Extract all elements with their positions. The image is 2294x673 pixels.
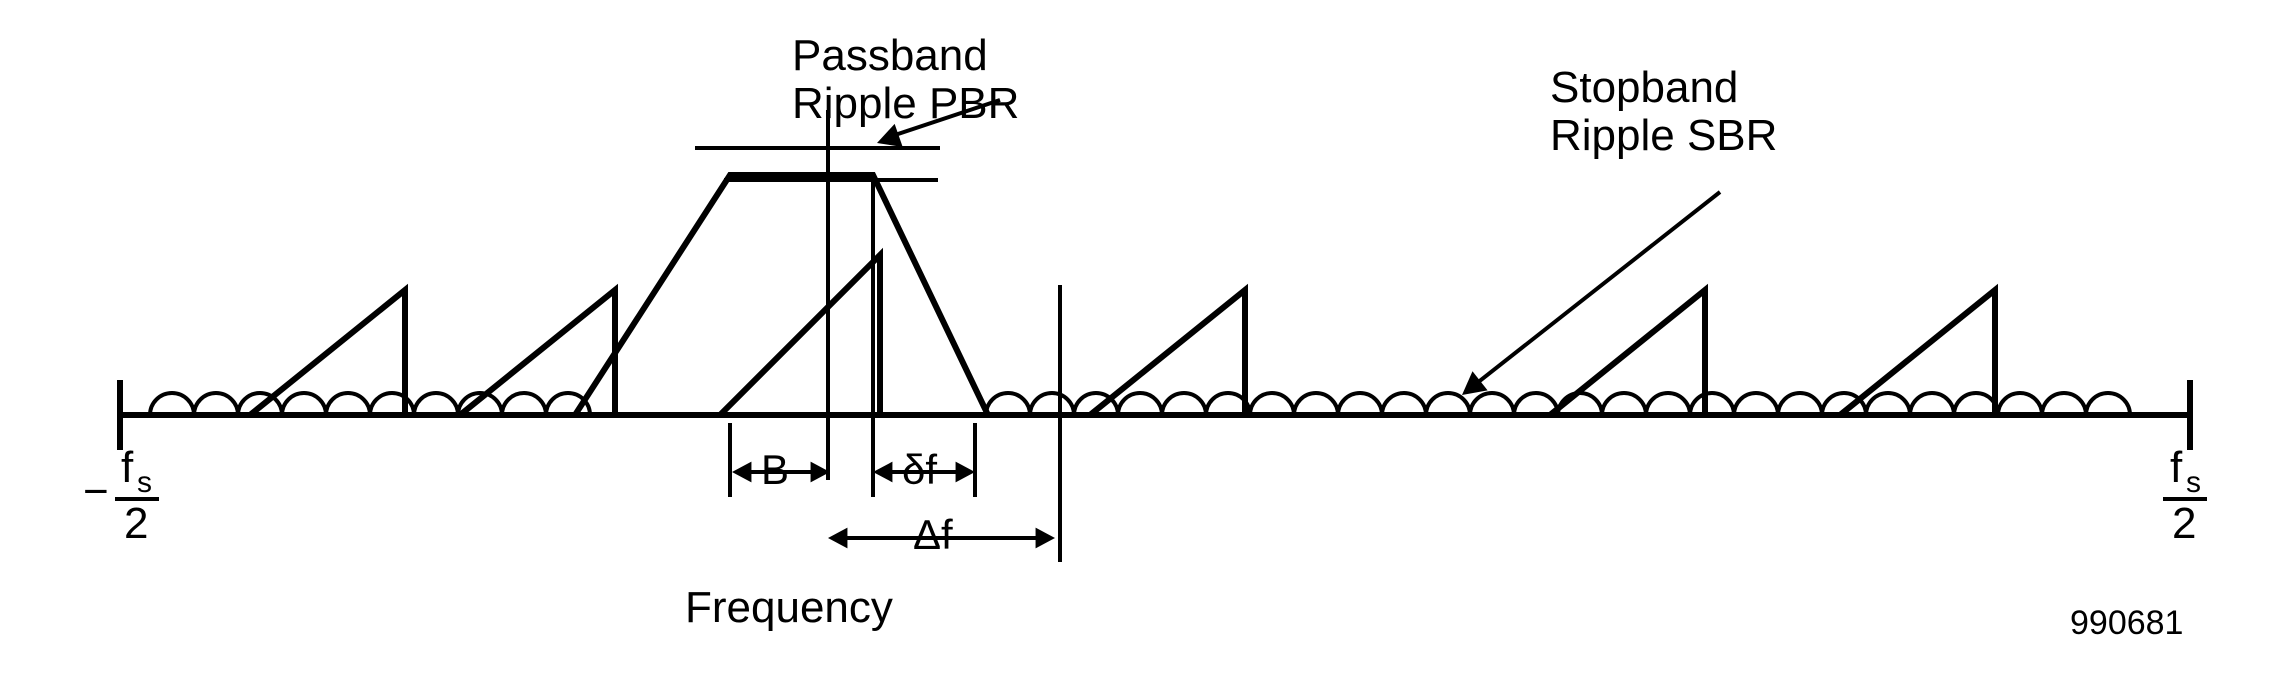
axis-left-denom: 2 [124, 500, 148, 548]
figure-svg [0, 0, 2294, 673]
axis-right-s: s [2186, 466, 2201, 499]
axis-left-s: s [137, 466, 152, 499]
axis-right-f: f [2170, 444, 2182, 492]
dim-label-B: B [761, 447, 789, 493]
dim-label-Deltaf: Δf [913, 512, 953, 558]
stopband-callout-label: Stopband Ripple SBR [1550, 64, 1777, 161]
dim-label-deltaf: δf [902, 447, 937, 493]
passband-callout-label: Passband Ripple PBR [792, 32, 1019, 129]
axis-title-frequency: Frequency [685, 584, 893, 632]
axis-left-minus: − [83, 468, 109, 516]
filter-response-diagram: Passband Ripple PBR Stopband Ripple SBR … [0, 0, 2294, 673]
axis-left-f: f [121, 444, 133, 492]
doc-id: 990681 [2070, 605, 2183, 642]
axis-right-denom: 2 [2172, 500, 2196, 548]
